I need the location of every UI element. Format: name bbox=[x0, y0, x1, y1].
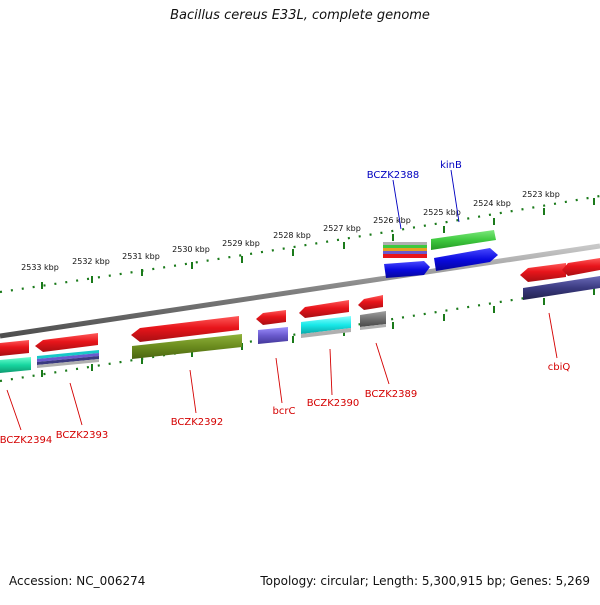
feature-arrow bbox=[523, 276, 600, 300]
gene-label-bczk2388[interactable]: BCZK2388 bbox=[367, 170, 420, 181]
feature-band bbox=[383, 242, 427, 245]
gene-label-kinB[interactable]: kinB bbox=[440, 160, 462, 171]
feature-kinB[interactable] bbox=[431, 230, 498, 271]
position-ruler-outer bbox=[0, 194, 600, 294]
feature-arrow bbox=[384, 261, 430, 278]
feature-bczk2389[interactable] bbox=[358, 295, 386, 330]
feature-cbiQ-reverse[interactable] bbox=[523, 276, 600, 300]
feature-arrow bbox=[434, 248, 498, 271]
gene-label-bczk2394[interactable]: BCZK2394 bbox=[0, 435, 52, 446]
feature-band bbox=[37, 353, 99, 362]
gene-label-bcrC[interactable]: bcrC bbox=[273, 406, 296, 417]
gene-label-bczk2393[interactable]: BCZK2393 bbox=[56, 430, 109, 441]
feature-arrow bbox=[358, 295, 383, 310]
feature-bczk2393[interactable] bbox=[35, 333, 99, 368]
feature-arrow bbox=[256, 310, 286, 325]
tick-label: 2531 kbp bbox=[122, 252, 160, 261]
feature-arrow bbox=[131, 316, 239, 342]
tick-label: 2525 kbp bbox=[423, 208, 461, 217]
tick-label: 2528 kbp bbox=[273, 231, 311, 240]
feature-bcrC[interactable] bbox=[256, 310, 288, 344]
tick-label: 2526 kbp bbox=[373, 216, 411, 225]
feature-arrow bbox=[0, 357, 31, 373]
feature-bczk2390[interactable] bbox=[299, 300, 351, 338]
feature-arrow bbox=[431, 230, 496, 250]
tick-labels: 2533 kbp 2532 kbp 2531 kbp 2530 kbp 2529… bbox=[21, 190, 560, 272]
leader-line bbox=[275, 357, 283, 404]
feature-arrow bbox=[258, 327, 288, 344]
leader-line bbox=[189, 369, 197, 414]
feature-arrow bbox=[35, 333, 98, 352]
gene-label-bczk2389[interactable]: BCZK2389 bbox=[365, 389, 418, 400]
feature-band bbox=[383, 245, 427, 248]
feature-band bbox=[360, 324, 386, 330]
leader-line bbox=[329, 348, 333, 396]
leader-line bbox=[548, 312, 558, 359]
feature-arrow bbox=[562, 258, 600, 276]
feature-arrow bbox=[520, 263, 566, 282]
position-ruler-inner bbox=[0, 284, 600, 383]
genome-summary: Topology: circular; Length: 5,300,915 bp… bbox=[260, 574, 590, 588]
tick-label: 2533 kbp bbox=[21, 263, 59, 272]
feature-arrow bbox=[299, 300, 349, 318]
leader-line bbox=[450, 169, 460, 223]
tick-label: 2527 kbp bbox=[323, 224, 361, 233]
tick-label: 2532 kbp bbox=[72, 257, 110, 266]
feature-band bbox=[383, 254, 427, 258]
genome-backbone bbox=[0, 243, 600, 339]
major-ticks-outer bbox=[41, 198, 595, 289]
feature-bczk2392[interactable] bbox=[131, 316, 242, 359]
feature-arrow bbox=[360, 311, 386, 327]
feature-band bbox=[383, 251, 427, 254]
map-title: Bacillus cereus E33L, complete genome bbox=[170, 8, 430, 23]
tick-label: 2524 kbp bbox=[473, 199, 511, 208]
feature-bczk2388[interactable] bbox=[383, 242, 430, 278]
tick-label: 2530 kbp bbox=[172, 245, 210, 254]
gene-label-cbiQ[interactable]: cbiQ bbox=[548, 362, 571, 373]
tick-label: 2529 kbp bbox=[222, 239, 260, 248]
feature-band bbox=[37, 359, 99, 368]
feature-band bbox=[383, 248, 427, 251]
feature-band bbox=[301, 328, 351, 338]
feature-band bbox=[37, 350, 99, 359]
accession-label: Accession: NC_006274 bbox=[9, 574, 146, 588]
feature-band bbox=[37, 356, 99, 365]
gene-label-bczk2390[interactable]: BCZK2390 bbox=[307, 398, 360, 409]
leader-line bbox=[6, 389, 22, 431]
tick-label: 2523 kbp bbox=[522, 190, 560, 199]
feature-bczk2394[interactable] bbox=[0, 340, 31, 373]
leader-line bbox=[375, 342, 390, 385]
feature-cbiQ-forward[interactable] bbox=[520, 258, 600, 282]
feature-arrow bbox=[0, 340, 29, 356]
gene-label-bczk2392[interactable]: BCZK2392 bbox=[171, 417, 224, 428]
feature-arrow bbox=[132, 334, 242, 359]
leader-line bbox=[69, 382, 83, 426]
leader-line bbox=[392, 179, 402, 230]
gene-labels: BCZK2388 kinB BCZK2394 BCZK2393 BCZK2392… bbox=[0, 160, 570, 446]
label-leaders bbox=[6, 169, 558, 431]
